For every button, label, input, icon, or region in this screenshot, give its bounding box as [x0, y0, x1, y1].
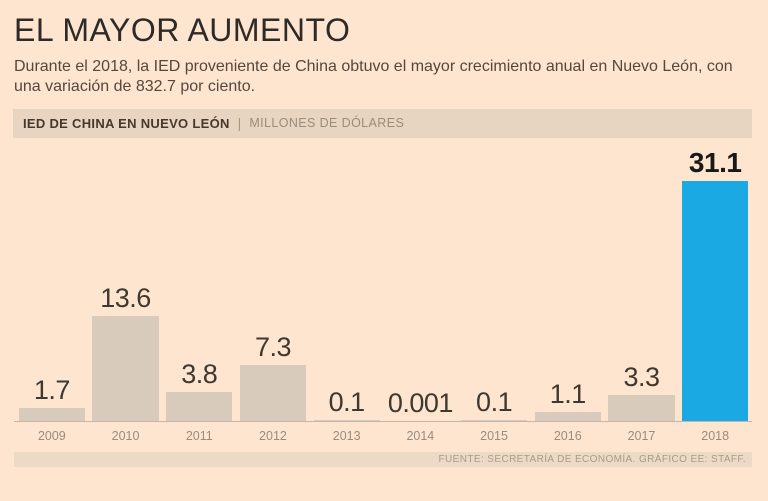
x-tick-label: 2013 — [332, 428, 361, 443]
chart-units-label: MILLONES DE DÓLARES — [249, 116, 405, 131]
bar-value-label: 7.3 — [254, 331, 292, 362]
bar — [18, 407, 86, 421]
bar-column-2016: 1.1 — [531, 138, 605, 421]
x-tick-label: 2009 — [37, 428, 66, 443]
x-tick-label: 2017 — [627, 428, 656, 443]
bar — [608, 395, 675, 421]
bar — [239, 364, 307, 421]
x-tick-label: 2015 — [480, 428, 508, 443]
x-tick-label: 2018 — [701, 428, 730, 443]
bar-column-2009: 1.7 — [15, 138, 89, 421]
bar-highlight — [682, 180, 749, 421]
chart-header-band: IED DE CHINA EN NUEVO LEÓN | MILLONES DE… — [13, 108, 752, 138]
bar-column-2015: 0.1 — [457, 138, 531, 421]
bar-column-2014: 0.001 — [384, 138, 458, 421]
bar-value-label: 1.7 — [33, 374, 71, 405]
bar — [92, 315, 159, 421]
page-subtitle: Durante el 2018, la IED proveniente de C… — [14, 57, 733, 95]
bar-value-label: 3.8 — [181, 358, 218, 389]
bar-chart: 1.7 13.6 3.8 7.3 0.1 0.001 0.1 1.1 3.3 31.1 2009 2… — [0, 138, 768, 443]
bar-column-2017: 3.3 — [605, 138, 679, 421]
bar-value-label: 0.1 — [328, 387, 366, 418]
bar-value-label: 13.6 — [100, 282, 151, 313]
bar-column-2012: 7.3 — [236, 138, 310, 421]
page-title: EL MAYOR AUMENTO — [14, 12, 351, 48]
x-tick-label: 2012 — [259, 428, 287, 443]
bar — [313, 420, 380, 421]
bar-column-2010: 13.6 — [89, 138, 163, 421]
source-band: FUENTE: SECRETARÍA DE ECONOMÍA. GRÁFICO … — [14, 451, 752, 467]
bar — [166, 391, 233, 421]
bar-column-2018: 31.1 — [678, 138, 752, 421]
bar-value-label: 1.1 — [549, 379, 587, 410]
x-axis-labels: 2009 2010 2011 2012 2013 2014 2015 2016 2017 2018 — [15, 422, 752, 443]
bar-column-2013: 0.1 — [310, 138, 384, 421]
divider: | — [237, 115, 242, 132]
x-tick-label: 2011 — [185, 428, 213, 443]
x-tick-label: 2010 — [111, 428, 140, 443]
x-tick-label: 2016 — [553, 428, 582, 443]
source-credit: FUENTE: SECRETARÍA DE ECONOMÍA. GRÁFICO … — [438, 453, 746, 465]
bar-value-label: 0.1 — [476, 387, 513, 418]
chart-title: IED DE CHINA EN NUEVO LEÓN — [23, 115, 230, 131]
bar-column-2011: 3.8 — [162, 138, 236, 421]
bar — [460, 420, 528, 421]
bar-value-label: 0.001 — [387, 387, 454, 418]
x-axis-line — [14, 420, 752, 422]
bar-value-label: 31.1 — [688, 146, 742, 178]
infographic-page: EL MAYOR AUMENTO Durante el 2018, la IED… — [0, 12, 768, 501]
x-tick-label: 2014 — [406, 428, 435, 443]
bar — [534, 412, 601, 421]
bars-row: 1.7 13.6 3.8 7.3 0.1 0.001 0.1 1.1 3.3 31.1 — [15, 138, 752, 421]
bar-value-label: 3.3 — [623, 362, 660, 393]
